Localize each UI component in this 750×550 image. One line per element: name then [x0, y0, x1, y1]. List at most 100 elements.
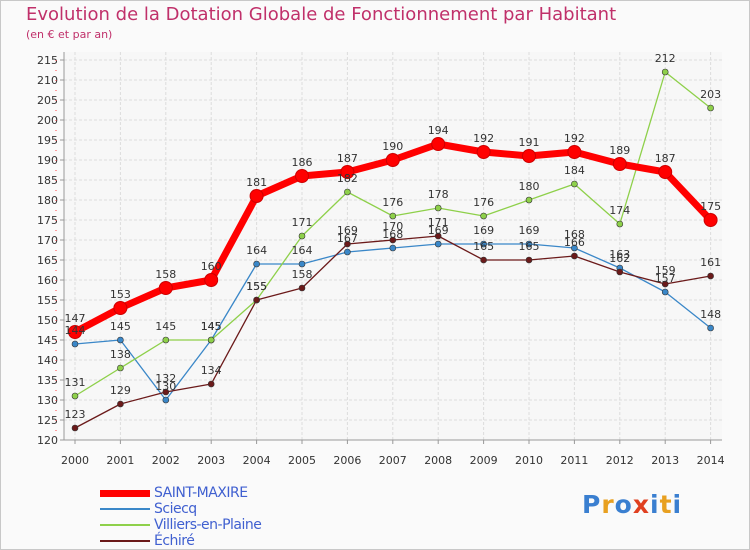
data-label: 134	[201, 364, 222, 377]
data-label: 165	[473, 240, 494, 253]
data-label: 187	[655, 152, 676, 165]
data-label: 168	[564, 228, 585, 241]
data-label: 155	[246, 280, 267, 293]
y-tick-label: 155	[37, 294, 58, 307]
data-point	[68, 325, 82, 339]
data-point	[658, 165, 673, 179]
data-point	[571, 244, 578, 252]
data-label: 138	[110, 348, 131, 361]
legend-swatch	[100, 540, 150, 542]
data-label: 190	[382, 140, 403, 153]
data-point	[344, 248, 351, 256]
data-point	[253, 296, 260, 304]
legend: SAINT-MAXIRE Sciecq Villiers-en-Plaine Échi…	[100, 485, 262, 549]
data-label: 169	[337, 224, 358, 237]
data-label: 130	[155, 380, 176, 393]
data-point	[71, 392, 79, 400]
legend-label: Sciecq	[154, 501, 197, 517]
data-label: 155	[246, 280, 267, 293]
data-point	[249, 189, 264, 203]
data-point	[434, 232, 442, 240]
y-tick-label: 130	[37, 394, 58, 407]
data-label: 180	[519, 180, 540, 193]
data-point	[162, 336, 170, 344]
legend-label: SAINT-MAXIRE	[154, 485, 248, 501]
y-tick-label: 170	[37, 234, 58, 247]
logo-letter: r	[601, 490, 615, 519]
data-point	[480, 256, 487, 264]
data-label: 162	[609, 252, 630, 265]
data-point	[525, 256, 533, 264]
legend-item: Villiers-en-Plaine	[100, 517, 262, 533]
data-point	[434, 204, 442, 212]
proxiti-logo: Proxiti	[582, 490, 682, 519]
legend-label: Villiers-en-Plaine	[154, 517, 262, 533]
logo-letter: t	[659, 490, 673, 519]
x-tick-label: 2006	[333, 454, 361, 467]
data-label: 194	[428, 124, 449, 137]
chart-title: Evolution de la Dotation Globale de Fonc…	[26, 4, 617, 25]
y-tick-label: 160	[37, 274, 58, 287]
data-point	[71, 340, 79, 348]
data-label: 131	[65, 376, 86, 389]
y-tick-label: 205	[37, 94, 58, 107]
data-point	[253, 260, 260, 268]
data-point	[431, 137, 446, 151]
data-label: 203	[700, 88, 721, 101]
data-point	[707, 324, 714, 332]
data-point	[661, 280, 669, 288]
data-point	[389, 236, 397, 244]
y-tick-label: 210	[37, 74, 58, 87]
data-label: 169	[473, 224, 494, 237]
data-point	[158, 281, 173, 295]
legend-swatch	[100, 524, 150, 526]
data-point	[389, 212, 397, 220]
data-label: 145	[201, 320, 222, 333]
data-point	[567, 145, 582, 159]
y-tick-label: 215	[37, 54, 58, 67]
y-tick-label: 140	[37, 354, 58, 367]
data-label: 181	[246, 176, 267, 189]
x-tick-label: 2007	[379, 454, 407, 467]
legend-label: Échiré	[154, 533, 195, 549]
data-point	[117, 364, 124, 372]
data-label: 157	[655, 272, 676, 285]
data-label: 192	[564, 132, 585, 145]
logo-letter: o	[614, 490, 633, 519]
data-point	[525, 196, 533, 204]
data-point	[162, 388, 170, 396]
data-point	[522, 149, 536, 163]
data-point	[340, 165, 355, 179]
data-label: 171	[292, 216, 313, 229]
y-tick-label: 185	[37, 174, 58, 187]
data-label: 192	[473, 132, 494, 145]
data-label: 167	[337, 232, 358, 245]
y-tick-label: 135	[37, 374, 58, 387]
data-label: 184	[564, 164, 585, 177]
data-label: 129	[110, 384, 131, 397]
data-point	[480, 240, 487, 248]
data-label: 158	[292, 268, 313, 281]
y-tick-label: 145	[37, 334, 58, 347]
data-label: 169	[428, 224, 449, 237]
data-label: 161	[700, 256, 721, 269]
data-point	[295, 169, 309, 183]
x-tick-label: 2001	[106, 454, 134, 467]
x-tick-label: 2013	[651, 454, 679, 467]
data-label: 187	[337, 152, 358, 165]
legend-item: Sciecq	[100, 501, 261, 517]
logo-letter: x	[632, 490, 650, 519]
data-label: 159	[655, 264, 676, 277]
legend-item: Échiré	[100, 533, 261, 549]
data-label: 189	[609, 144, 630, 157]
data-label: 166	[564, 236, 585, 249]
y-tick-label: 125	[37, 414, 58, 427]
data-point	[525, 240, 533, 248]
data-label: 170	[382, 220, 403, 233]
legend-swatch	[100, 489, 150, 497]
data-label: 163	[609, 248, 630, 261]
data-point	[703, 213, 718, 227]
logo-letter: i	[650, 490, 660, 519]
legend-swatch	[100, 508, 150, 510]
